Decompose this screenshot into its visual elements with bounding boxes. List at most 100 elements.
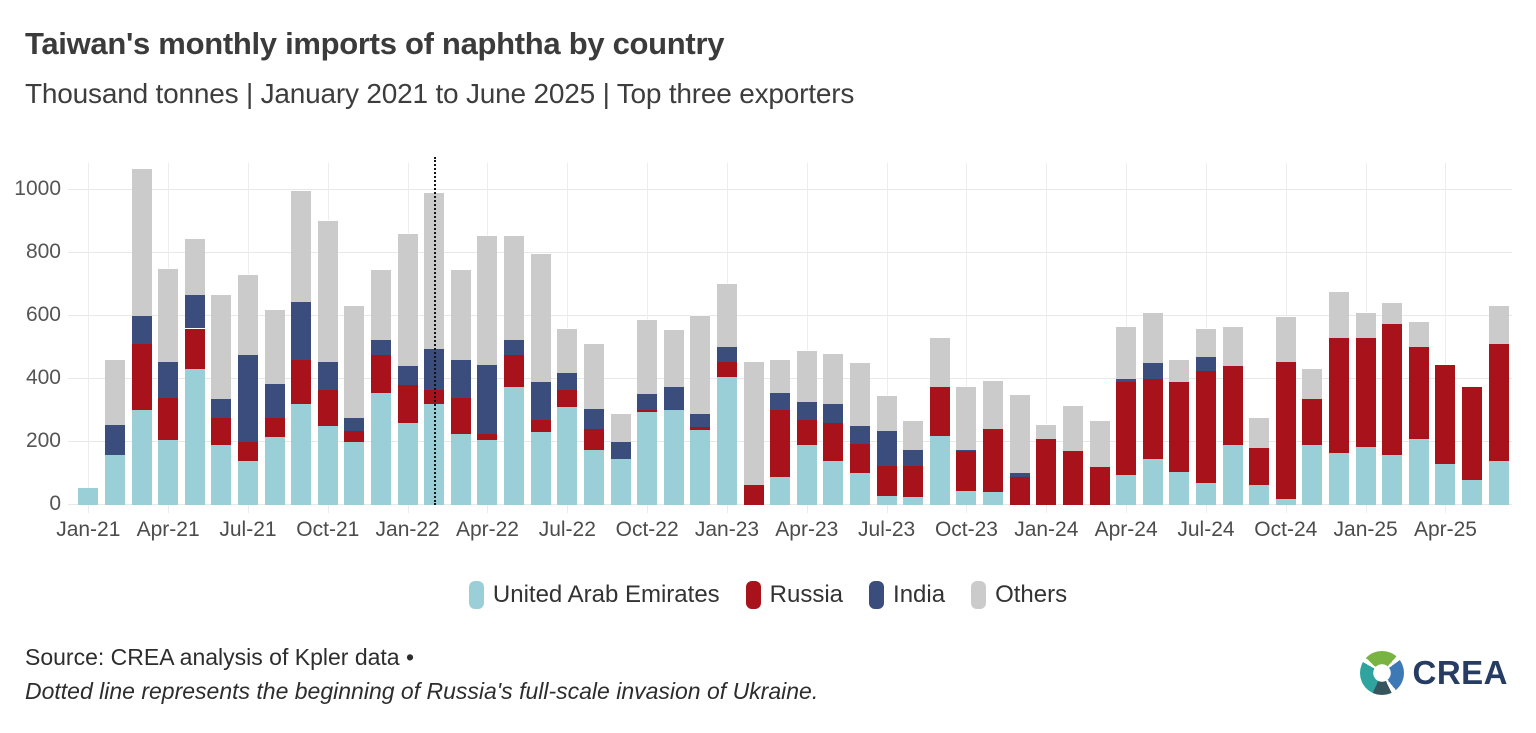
- bar-May-22-others: [504, 236, 525, 341]
- bar-Oct-22-united-arab-emirates: [637, 412, 658, 505]
- bar-Aug-22-india: [583, 408, 604, 430]
- bar-Mar-22-others: [450, 270, 471, 361]
- bar-Mar-22-united-arab-emirates: [450, 434, 471, 505]
- bar-Apr-21-russia: [158, 397, 179, 441]
- legend-label: Others: [995, 581, 1068, 608]
- bar-Nov-23-others: [983, 380, 1004, 430]
- bar-Apr-23-united-arab-emirates: [796, 445, 817, 505]
- source-text: Source: CREA analysis of Kpler data •: [25, 644, 415, 670]
- bar-Mar-21-russia: [131, 344, 152, 411]
- bar-May-21-others: [184, 238, 205, 296]
- y-axis-tick-label: 1000: [14, 176, 61, 200]
- bar-Nov-21-india: [344, 418, 365, 431]
- bar-Apr-23-others: [796, 350, 817, 402]
- bar-Jul-23-united-arab-emirates: [876, 495, 897, 505]
- bar-Sep-23-others: [929, 337, 950, 387]
- bar-May-23-russia: [823, 423, 844, 461]
- bar-May-25-united-arab-emirates: [1462, 479, 1483, 505]
- bar-Dec-24-united-arab-emirates: [1329, 453, 1350, 505]
- crea-logo-icon: [1360, 651, 1405, 695]
- bar-Jul-24-others: [1195, 328, 1216, 357]
- bar-Mar-25-united-arab-emirates: [1408, 438, 1429, 505]
- bar-Feb-25-others: [1382, 303, 1403, 324]
- bar-Jun-24-others: [1169, 360, 1190, 383]
- bar-Jun-21-united-arab-emirates: [211, 445, 232, 505]
- gridline-y-1000: [68, 188, 1512, 190]
- y-axis-tick-label: 0: [49, 492, 61, 515]
- bar-Aug-21-united-arab-emirates: [264, 437, 285, 505]
- x-axis-tick-label: Oct-22: [615, 518, 679, 541]
- gridline-x-Jan-24: [1046, 163, 1048, 513]
- chart-subtitle: Thousand tonnes | January 2021 to June 2…: [25, 78, 855, 109]
- bar-May-23-others: [823, 353, 844, 405]
- bar-Jun-23-india: [850, 426, 871, 444]
- legend-item-others: Others: [971, 581, 1067, 609]
- bar-Mar-23-russia: [770, 410, 791, 477]
- bar-Oct-21-russia: [317, 389, 338, 427]
- plot-area: 0 200 400 600 800 1000 Jan-21 Apr-21 Jul-21 Oct-2…: [14, 157, 1512, 541]
- bar-May-25-russia: [1462, 386, 1483, 480]
- chart-legend: United Arab Emirates Russia India Others: [0, 581, 1536, 609]
- bar-Oct-21-india: [317, 361, 338, 390]
- bar-Nov-22-others: [663, 330, 684, 387]
- bar-Sep-24-others: [1249, 418, 1270, 449]
- bar-Nov-22-india: [663, 386, 684, 411]
- dotted-line-note: Dotted line represents the beginning of …: [25, 678, 819, 704]
- bar-Aug-24-russia: [1222, 366, 1243, 446]
- bar-Apr-21-others: [158, 268, 179, 362]
- bar-Mar-23-others: [770, 360, 791, 394]
- bar-Jun-23-others: [850, 363, 871, 427]
- bar-Dec-22-united-arab-emirates: [690, 430, 711, 505]
- bar-Dec-22-russia: [690, 426, 711, 431]
- bar-Dec-22-india: [690, 413, 711, 427]
- x-axis-tick-label: Jul-23: [858, 518, 916, 541]
- bar-Nov-21-united-arab-emirates: [344, 441, 365, 505]
- bar-Mar-21-india: [131, 315, 152, 345]
- x-axis-tick-label: Jan-22: [375, 518, 440, 541]
- bar-Jun-24-russia: [1169, 382, 1190, 472]
- bar-Aug-21-india: [264, 383, 285, 419]
- bar-Oct-23-united-arab-emirates: [956, 490, 977, 505]
- bar-Aug-23-others: [903, 421, 924, 450]
- bar-Feb-24-russia: [1062, 451, 1083, 505]
- bar-May-24-russia: [1142, 378, 1163, 460]
- y-axis-tick-label: 200: [25, 428, 61, 452]
- bar-Mar-23-india: [770, 393, 791, 411]
- bar-Apr-22-united-arab-emirates: [477, 440, 498, 505]
- x-axis-tick-label: Jul-24: [1177, 518, 1235, 541]
- x-axis-tick-label: Jan-25: [1333, 518, 1398, 541]
- bar-Oct-22-india: [637, 393, 658, 410]
- legend-item-united-arab-emirates: United Arab Emirates: [468, 581, 720, 609]
- x-axis-tick-label: Oct-23: [934, 518, 998, 541]
- bar-Jul-21-russia: [237, 441, 258, 461]
- bar-Jul-24-united-arab-emirates: [1195, 482, 1216, 505]
- bar-Oct-22-russia: [637, 409, 658, 413]
- bar-Jul-23-others: [876, 396, 897, 431]
- bar-Apr-21-united-arab-emirates: [158, 440, 179, 505]
- bar-Sep-22-india: [610, 441, 631, 459]
- bar-Dec-23-india: [1009, 472, 1030, 477]
- x-axis-tick-label: Oct-21: [296, 518, 360, 541]
- bar-Mar-21-others: [131, 169, 152, 316]
- bar-Aug-23-russia: [903, 465, 924, 498]
- bar-Dec-23-russia: [1009, 476, 1030, 505]
- bar-Jan-22-russia: [397, 385, 418, 424]
- y-axis-tick-label: 800: [25, 239, 61, 263]
- bar-Mar-24-russia: [1089, 467, 1110, 505]
- bar-May-24-others: [1142, 312, 1163, 364]
- legend-swatch: [468, 581, 484, 609]
- legend-label: United Arab Emirates: [492, 581, 720, 608]
- bar-Jan-22-united-arab-emirates: [397, 423, 418, 505]
- x-axis-tick-label: Jan-23: [694, 518, 760, 541]
- bar-Jan-25-others: [1355, 312, 1376, 338]
- bar-Jun-21-others: [211, 295, 232, 400]
- bar-Apr-25-united-arab-emirates: [1435, 464, 1456, 505]
- x-axis-tick-label: Jul-21: [219, 518, 277, 541]
- bar-May-21-india: [184, 295, 205, 329]
- legend-swatch: [971, 581, 987, 609]
- bar-Jul-21-india: [237, 355, 258, 442]
- bar-Jan-23-india: [716, 347, 737, 362]
- bar-Sep-21-india: [291, 301, 312, 361]
- bar-Jun-23-russia: [850, 443, 871, 474]
